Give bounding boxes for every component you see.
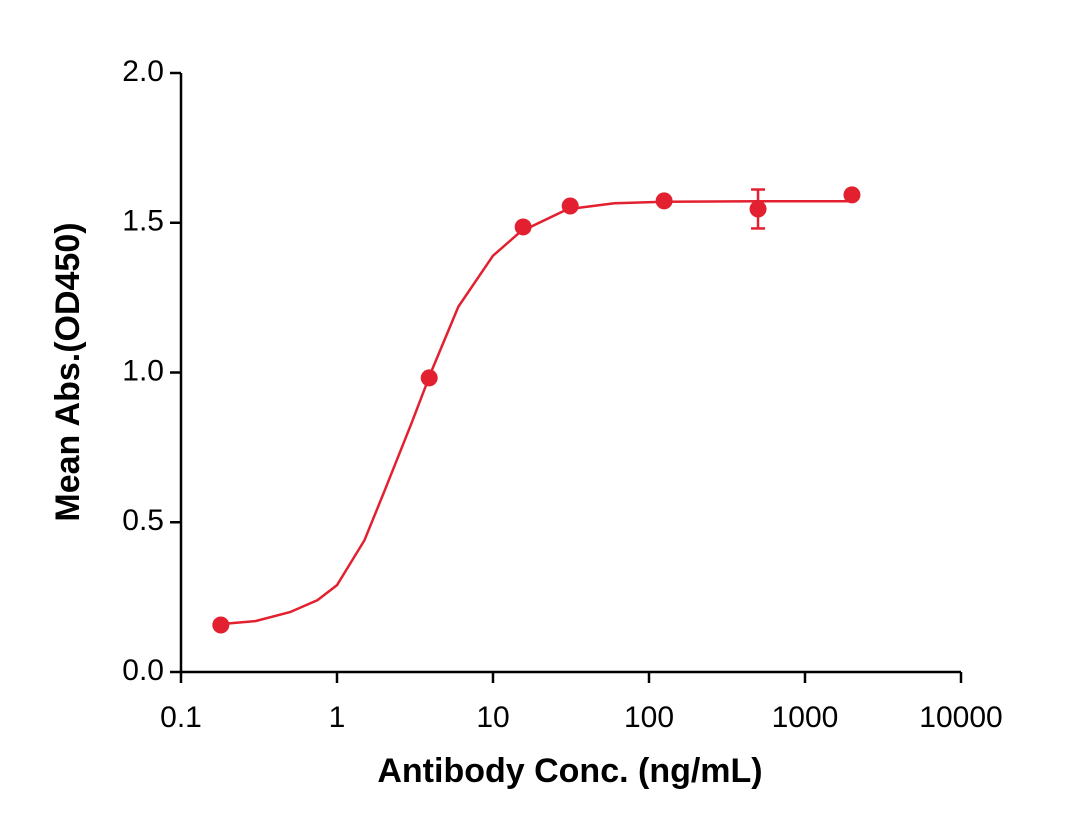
y-tick-label: 0.0: [122, 654, 164, 687]
point: [514, 218, 532, 236]
y-tick-label: 0.5: [122, 504, 164, 537]
point: [420, 369, 438, 387]
y-tick-label: 2.0: [122, 55, 164, 88]
x-axis-title: Antibody Conc. (ng/mL): [377, 752, 762, 790]
x-tick-label: 10: [476, 701, 509, 734]
point: [843, 186, 861, 204]
x-tick-label: 1: [329, 701, 346, 734]
x-tick-label: 0.1: [160, 701, 202, 734]
point: [749, 200, 767, 218]
x-tick-label: 10000: [919, 701, 1002, 734]
y-axis-title: Mean Abs.(OD450): [49, 222, 87, 521]
x-tick-label: 1000: [772, 701, 839, 734]
point: [655, 192, 673, 210]
y-tick-label: 1.0: [122, 354, 164, 387]
x-tick-label: 100: [624, 701, 674, 734]
y-tick-label: 1.5: [122, 205, 164, 238]
fit-curve: [220, 199, 852, 626]
point: [561, 197, 579, 215]
point: [212, 616, 230, 634]
